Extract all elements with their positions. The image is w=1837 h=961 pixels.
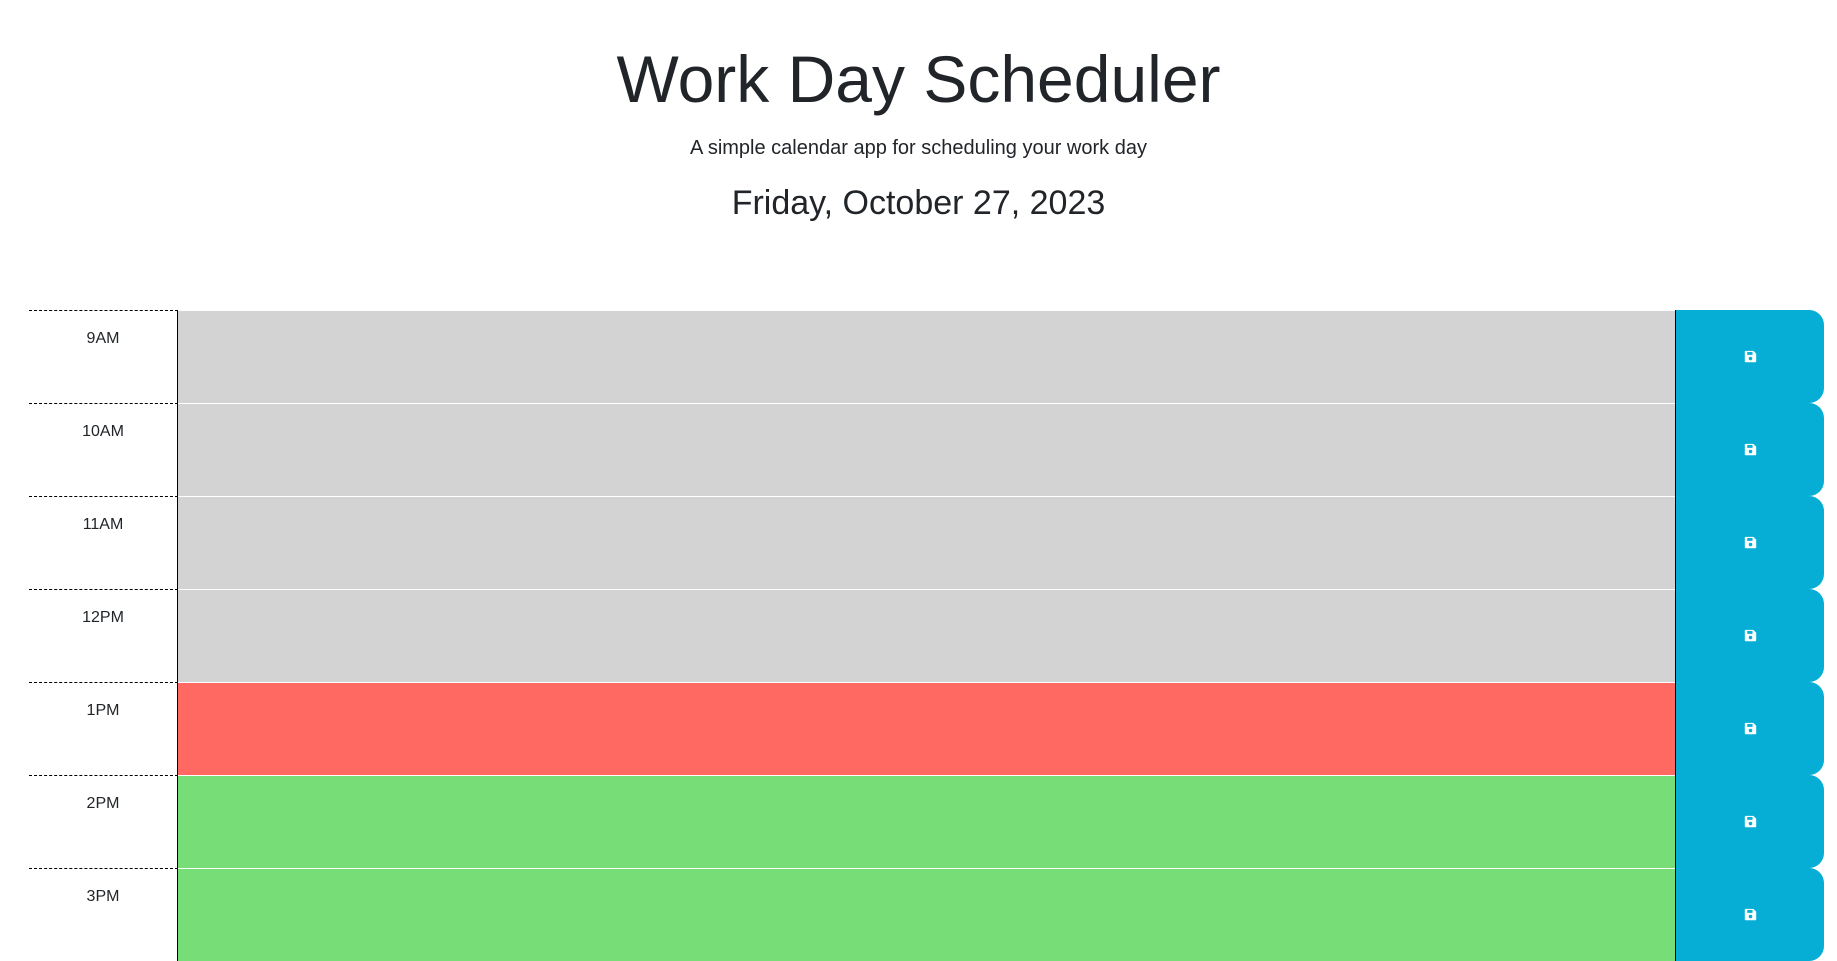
hour-label: 3PM (29, 868, 178, 961)
save-button[interactable] (1675, 775, 1824, 868)
hour-label: 11AM (29, 496, 178, 589)
hour-label: 12PM (29, 589, 178, 682)
time-block: 11AM (29, 496, 1824, 589)
hour-label: 9AM (29, 310, 178, 403)
description-input[interactable] (178, 403, 1675, 496)
schedule-container: 9AM 10AM 11AM 12PM 1PM 2PM (29, 310, 1824, 961)
hour-label: 2PM (29, 775, 178, 868)
header: Work Day Scheduler A simple calendar app… (0, 0, 1837, 223)
save-icon (1744, 629, 1756, 642)
save-button[interactable] (1675, 403, 1824, 496)
time-block: 2PM (29, 775, 1824, 868)
description-input[interactable] (178, 682, 1675, 775)
time-block: 10AM (29, 403, 1824, 496)
description-input[interactable] (178, 868, 1675, 961)
save-button[interactable] (1675, 868, 1824, 961)
save-button[interactable] (1675, 310, 1824, 403)
page-title: Work Day Scheduler (616, 42, 1221, 116)
time-block: 12PM (29, 589, 1824, 682)
time-block: 1PM (29, 682, 1824, 775)
save-icon (1744, 815, 1756, 828)
hour-label: 1PM (29, 682, 178, 775)
save-icon (1744, 908, 1756, 921)
time-block: 9AM (29, 310, 1824, 403)
save-button[interactable] (1675, 682, 1824, 775)
current-day: Friday, October 27, 2023 (731, 184, 1106, 222)
time-block: 3PM (29, 868, 1824, 961)
save-button[interactable] (1675, 589, 1824, 682)
save-icon (1744, 536, 1756, 549)
description-input[interactable] (178, 496, 1675, 589)
save-icon (1744, 443, 1756, 456)
description-input[interactable] (178, 589, 1675, 682)
save-icon (1744, 722, 1756, 735)
hour-label: 10AM (29, 403, 178, 496)
description-input[interactable] (178, 310, 1675, 403)
page-subtitle: A simple calendar app for scheduling you… (690, 137, 1147, 159)
save-button[interactable] (1675, 496, 1824, 589)
description-input[interactable] (178, 775, 1675, 868)
save-icon (1744, 350, 1756, 363)
